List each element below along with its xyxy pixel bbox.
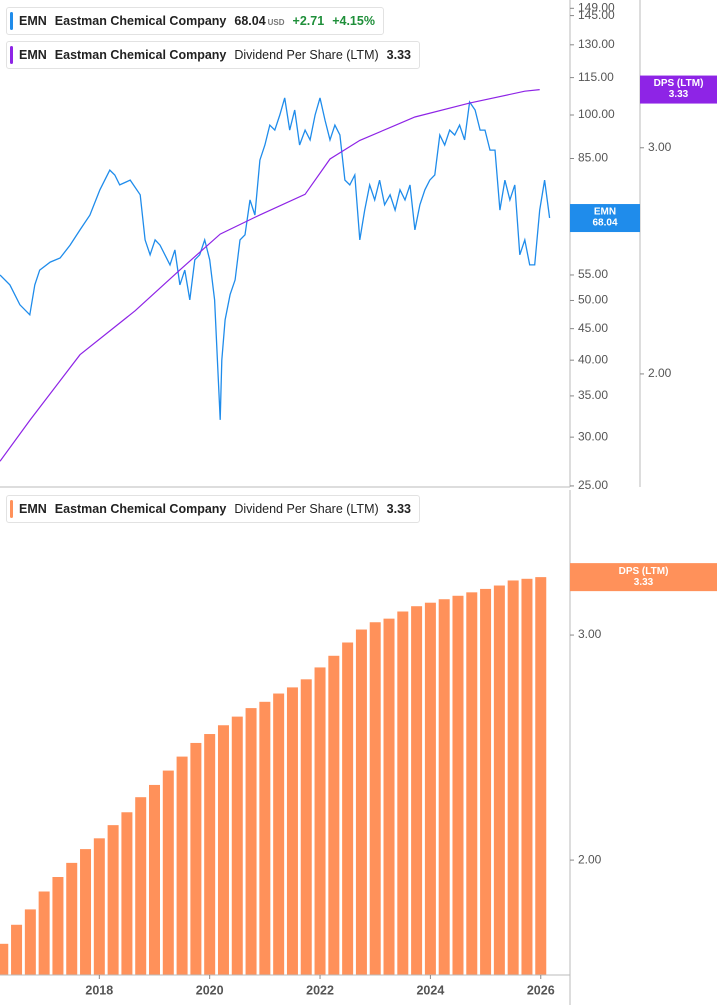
bar <box>480 588 492 975</box>
legend-dps-bars: EMN Eastman Chemical Company Dividend Pe… <box>6 495 420 523</box>
y-tick-label: 35.00 <box>578 388 608 402</box>
bar <box>176 756 188 975</box>
bar <box>314 667 326 975</box>
legend-name: Dividend Per Share (LTM) <box>234 502 379 516</box>
bar <box>328 655 340 975</box>
legend-swatch <box>10 500 13 518</box>
bar <box>190 742 202 975</box>
y-tick-label: 3.00 <box>578 627 602 641</box>
price-badge <box>570 563 717 592</box>
y-tick-label: 3.00 <box>648 140 672 154</box>
badge-label: 68.04 <box>592 218 617 229</box>
bar <box>24 909 36 975</box>
y-tick-label: 115.00 <box>578 70 614 84</box>
plot-area <box>0 89 551 462</box>
bar <box>342 642 354 975</box>
bar <box>369 622 381 975</box>
bar <box>355 629 367 975</box>
bar <box>162 770 174 975</box>
plot-area <box>0 577 547 975</box>
bar <box>245 708 257 975</box>
bar <box>273 693 285 975</box>
bar <box>535 577 547 975</box>
legend-last: 68.04 <box>234 14 266 28</box>
bar <box>217 725 229 975</box>
y-tick-label: 25.00 <box>578 478 608 492</box>
bar <box>66 862 78 975</box>
badge-label: DPS (LTM) <box>654 78 704 89</box>
x-tick-label: 2024 <box>416 983 444 997</box>
bar <box>204 734 216 975</box>
y-tick-label: 2.00 <box>648 366 672 380</box>
legend-ticker: EMN <box>19 502 47 516</box>
legend-currency: USD <box>267 18 285 27</box>
y-tick-label: 30.00 <box>578 429 608 443</box>
x-tick-label: 2026 <box>527 983 555 997</box>
legend-swatch <box>10 46 13 64</box>
x-tick-label: 2022 <box>306 983 334 997</box>
bar <box>93 838 105 975</box>
bar <box>135 797 147 975</box>
y-tick-label: 149.00 <box>578 0 615 14</box>
badge-label: 3.33 <box>669 89 689 100</box>
price-badge <box>640 75 717 104</box>
bar <box>438 599 450 975</box>
y-tick-label: 55.00 <box>578 267 608 281</box>
x-tick-label: 2018 <box>85 983 113 997</box>
legend-company: Eastman Chemical Company <box>54 502 227 516</box>
bar <box>493 585 505 975</box>
bar <box>121 812 133 975</box>
badge-label: EMN <box>594 207 616 218</box>
y-tick-label: 130.00 <box>578 37 615 51</box>
bar <box>38 891 50 975</box>
legend-company: Eastman Chemical Company <box>54 48 227 62</box>
x-tick-label: 2020 <box>196 983 224 997</box>
bar <box>80 849 92 975</box>
legend-ticker: EMN <box>19 14 47 28</box>
series-line <box>0 89 540 462</box>
bar <box>452 595 464 975</box>
y-tick-label: 40.00 <box>578 352 608 366</box>
legend-name: Dividend Per Share (LTM) <box>234 48 379 62</box>
bar <box>107 825 119 975</box>
legend-change: +2.71 <box>292 14 325 28</box>
series-line <box>0 97 551 420</box>
bar <box>286 687 298 975</box>
legend-last: 3.33 <box>386 502 411 516</box>
y-tick-label: 100.00 <box>578 107 615 121</box>
bar <box>466 592 478 975</box>
bar <box>521 578 533 975</box>
legend-ticker: EMN <box>19 48 47 62</box>
price-badge <box>570 204 640 233</box>
legend-change-pct: +4.15% <box>332 14 375 28</box>
y-tick-label: 50.00 <box>578 293 608 307</box>
y-tick-label: 2.00 <box>578 852 602 866</box>
bar <box>300 679 312 975</box>
bar <box>259 701 271 975</box>
bar <box>507 580 519 975</box>
legend-last: 3.33 <box>386 48 411 62</box>
bar <box>11 924 23 975</box>
bar <box>149 784 161 975</box>
legend-name: Eastman Chemical Company <box>54 14 227 28</box>
bar <box>383 618 395 975</box>
bar <box>0 943 9 975</box>
badge-label: 3.33 <box>634 577 654 588</box>
bar <box>424 602 436 975</box>
badge-label: DPS (LTM) <box>619 566 669 577</box>
bar <box>52 877 64 975</box>
bar <box>397 611 409 975</box>
y-tick-label: 85.00 <box>578 151 608 165</box>
legend-swatch <box>10 12 13 30</box>
legend-dps: EMN Eastman Chemical Company Dividend Pe… <box>6 41 420 69</box>
y-tick-label: 145.00 <box>578 8 615 22</box>
bar <box>411 606 423 975</box>
bar <box>231 716 243 975</box>
y-tick-label: 45.00 <box>578 321 608 335</box>
legend-price: EMN Eastman Chemical Company 68.04 USD +… <box>6 7 384 35</box>
